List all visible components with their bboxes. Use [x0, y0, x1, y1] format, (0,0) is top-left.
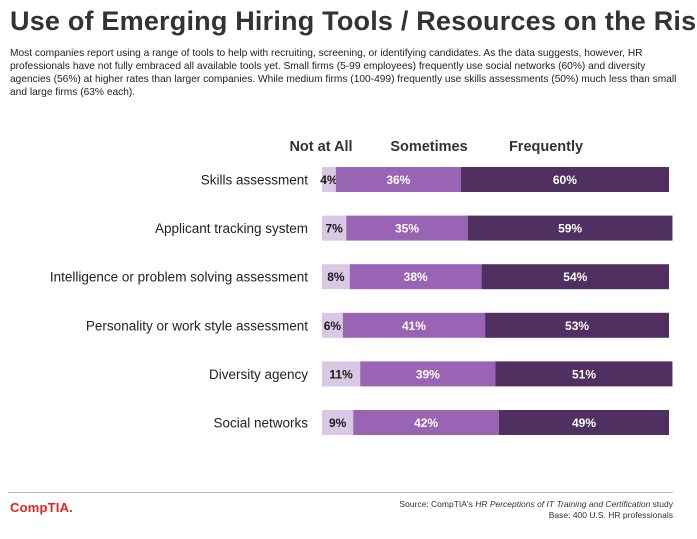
category-label: Skills assessment	[201, 173, 309, 188]
data-label: 11%	[329, 367, 353, 381]
bar-segment	[322, 215, 347, 241]
data-label: 4%	[320, 173, 338, 187]
chart-subtitle: Most companies report using a range of t…	[10, 48, 677, 98]
category-label: Applicant tracking system	[155, 221, 308, 236]
chart-title: Use of Emerging Hiring Tools / Resources…	[10, 6, 697, 36]
data-label: 54%	[563, 270, 587, 284]
legend-label: Not at All	[289, 139, 352, 155]
bar-segment	[335, 167, 461, 192]
bar-segment	[460, 167, 669, 192]
data-label: 35%	[395, 222, 419, 236]
bar-segment	[481, 264, 669, 290]
bar-segment	[342, 312, 486, 338]
data-label: 36%	[386, 173, 410, 187]
bar-segment	[322, 410, 354, 435]
data-label: 59%	[558, 222, 582, 236]
category-label: Social networks	[213, 416, 308, 431]
data-label: 60%	[553, 173, 577, 187]
bar-segment	[349, 264, 482, 290]
data-label: 41%	[402, 319, 426, 333]
data-label: 7%	[325, 222, 343, 236]
data-label: 49%	[572, 416, 596, 430]
footer-divider	[8, 492, 673, 493]
data-label: 9%	[329, 416, 347, 430]
bar-segment	[485, 312, 669, 338]
legend-label: Frequently	[509, 139, 583, 155]
source-suffix: study	[650, 499, 673, 509]
legend-label: Sometimes	[390, 139, 467, 155]
source-study-title: HR Perceptions of IT Training and Certif…	[475, 499, 651, 509]
source-prefix: Source: CompTIA's	[399, 499, 476, 509]
bar-segment	[467, 215, 673, 241]
bar-segment	[322, 264, 350, 290]
category-label: Personality or work style assessment	[86, 318, 308, 333]
source-base: Base: 400 U.S. HR professionals	[548, 510, 673, 520]
data-label: 51%	[572, 367, 596, 381]
data-label: 39%	[416, 367, 440, 381]
data-label: 53%	[565, 319, 589, 333]
bar-segment	[353, 410, 499, 435]
bar-segment	[495, 361, 673, 387]
bar-segment	[360, 361, 496, 387]
bar-segment	[322, 167, 336, 192]
data-label: 6%	[324, 319, 342, 333]
bar-segment	[498, 410, 669, 435]
data-label: 42%	[414, 416, 438, 430]
source-note: Source: CompTIA's HR Perceptions of IT T…	[399, 499, 673, 521]
bar-segment	[322, 361, 361, 387]
bar-segment	[322, 312, 343, 338]
category-label: Intelligence or problem solving assessme…	[50, 270, 308, 285]
data-label: 8%	[327, 270, 345, 284]
bar-segment	[346, 215, 468, 241]
category-label: Diversity agency	[209, 367, 308, 382]
comptia-logo: CompTIA.	[10, 500, 73, 515]
data-label: 38%	[404, 270, 428, 284]
